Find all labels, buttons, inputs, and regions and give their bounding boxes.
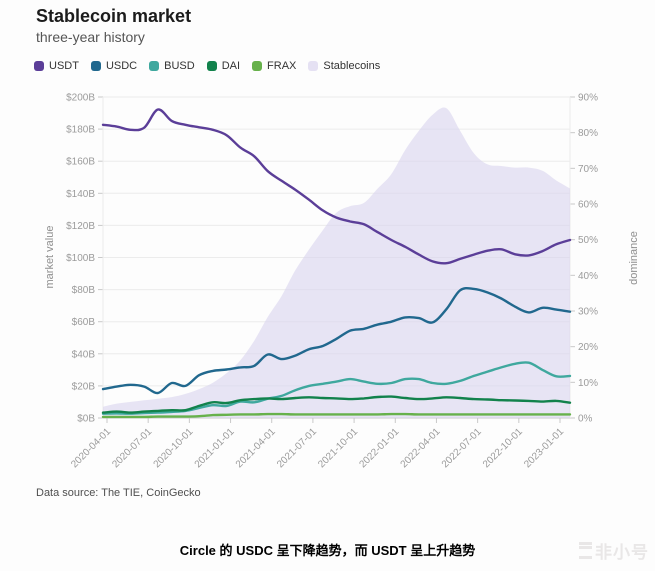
stablecoin-chart: $0B $20B $40B $60B $80B $100B $120B $140B $160B $…	[44, 93, 640, 471]
series-line-usdc	[101, 286, 572, 395]
legend-label-usdc: USDC	[105, 60, 138, 72]
left-axis-tick-label: $0B	[77, 414, 95, 425]
x-axis-tick-label: 2020-07-01	[110, 426, 154, 470]
legend-label-stablecoins: Stablecoins	[323, 60, 381, 72]
legend-label-dai: DAI	[221, 60, 241, 72]
right-axis-tick-label: 70%	[578, 164, 598, 175]
legend-swatch-usdt	[34, 61, 44, 71]
watermark: 非小号	[579, 538, 649, 563]
series-line-usdt	[101, 108, 572, 265]
right-axis-tick-label: 40%	[578, 271, 598, 282]
page-title: Stablecoin market	[36, 6, 192, 26]
legend-swatch-frax	[252, 61, 263, 71]
left-axis-tick-label: $120B	[66, 221, 95, 232]
watermark-text: 非小号	[595, 543, 649, 562]
left-axis-tick-label: $100B	[66, 253, 95, 264]
legend-swatch-stablecoins	[308, 61, 319, 71]
x-axis-tick-label: 2022-07-01	[440, 426, 484, 470]
right-axis-tick-label: 80%	[578, 128, 598, 139]
right-axis-tick-label: 10%	[578, 378, 598, 389]
right-axis-tick-label: 90%	[578, 93, 598, 104]
left-axis-tick-label: $200B	[66, 93, 95, 104]
legend-item-usdc[interactable]: USDC	[90, 60, 138, 72]
x-axis-tick-label: 2023-01-01	[522, 426, 566, 470]
right-axis-tick-label: 60%	[578, 200, 598, 211]
left-axis-tick-label: $20B	[72, 381, 96, 392]
caption-text: Circle 的 USDC 呈下降趋势，而 USDT 呈上升趋势	[179, 543, 476, 558]
x-axis-tick-label: 2020-04-01	[69, 426, 113, 470]
x-axis-tick-label: 2020-10-01	[152, 426, 196, 470]
stablecoins-area	[103, 107, 570, 419]
series-line-dai	[101, 395, 572, 414]
series-line-frax	[101, 412, 572, 419]
legend-swatch-dai	[206, 61, 217, 71]
left-axis-tick-label: $80B	[72, 285, 96, 296]
left-axis-title: market value	[44, 226, 56, 289]
chart-legend: USDT USDC BUSD DAI FRAX Stablecoins	[34, 60, 380, 72]
x-axis-tick-label: 2021-10-01	[316, 426, 360, 470]
left-axis-tick-label: $180B	[66, 125, 95, 136]
page-subtitle: three-year history	[36, 29, 145, 45]
right-axis-tick-label: 0%	[578, 414, 593, 425]
x-axis-tick-label: 2021-07-01	[275, 426, 319, 470]
legend-label-busd: BUSD	[164, 60, 195, 72]
data-source-label: Data source: The TIE, CoinGecko	[36, 487, 201, 499]
x-axis-tick-label: 2022-10-01	[481, 426, 525, 470]
left-axis-tick-label: $160B	[66, 157, 95, 168]
right-axis-tick-label: 30%	[578, 307, 598, 318]
x-axis-tick-label: 2022-04-01	[399, 426, 443, 470]
legend-item-busd[interactable]: BUSD	[149, 60, 195, 72]
legend-item-stablecoins[interactable]: Stablecoins	[308, 60, 380, 72]
watermark-logo-icon	[579, 542, 592, 559]
right-axis-tick-label: 50%	[578, 235, 598, 246]
right-axis-title: dominance	[628, 231, 640, 285]
legend-item-usdt[interactable]: USDT	[34, 60, 79, 72]
legend-swatch-usdc	[90, 61, 101, 71]
legend-label-frax: FRAX	[267, 60, 297, 72]
left-axis-tick-label: $40B	[72, 349, 96, 360]
legend-label-usdt: USDT	[49, 60, 79, 72]
right-axis-tick-label: 20%	[578, 342, 598, 353]
legend-item-frax[interactable]: FRAX	[252, 60, 296, 72]
left-axis-tick-label: $60B	[72, 317, 96, 328]
x-axis-tick-label: 2021-04-01	[234, 426, 278, 470]
legend-swatch-busd	[149, 61, 160, 71]
legend-item-dai[interactable]: DAI	[206, 60, 241, 72]
x-axis-tick-label: 2022-01-01	[357, 426, 401, 470]
left-axis-tick-label: $140B	[66, 189, 95, 200]
x-axis-tick-label: 2021-01-01	[193, 426, 237, 470]
